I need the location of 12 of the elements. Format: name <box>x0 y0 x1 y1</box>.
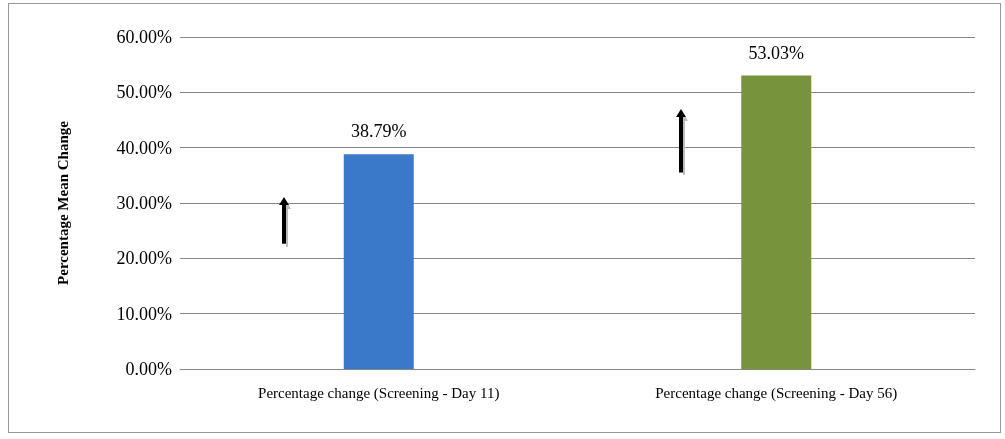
x-tick-label: Percentage change (Screening - Day 11) <box>258 384 500 402</box>
y-tick-label: 0.00% <box>125 359 172 379</box>
data-label: 38.79% <box>351 121 407 142</box>
y-tick-label: 40.00% <box>116 137 172 158</box>
x-tick-label: Percentage change (Screening - Day 56) <box>655 384 898 402</box>
y-axis-title: Percentage Mean Change <box>54 120 71 285</box>
y-tick-label: 50.00% <box>116 82 172 103</box>
y-tick-label: 10.00% <box>116 303 172 324</box>
y-tick-label: 20.00% <box>116 248 172 269</box>
data-label: 53.03% <box>748 42 804 63</box>
y-tick-label: 60.00% <box>116 27 172 47</box>
y-tick-label: 30.00% <box>116 193 172 213</box>
